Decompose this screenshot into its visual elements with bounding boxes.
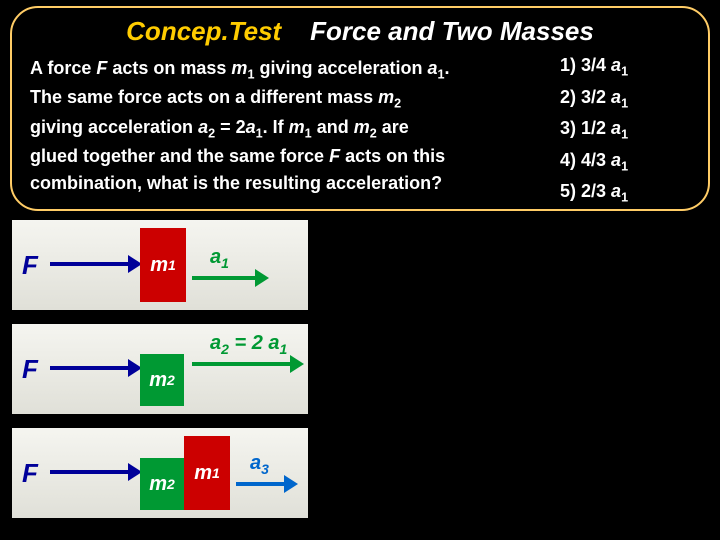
mass-m2-box: m2	[140, 354, 184, 406]
answer-2: 2) 3/2 a1	[560, 87, 690, 111]
force-arrow-3	[50, 470, 130, 474]
mass-m1-box: m1	[140, 228, 186, 302]
diagram-panel-2: F m2 a2 = 2 a1	[12, 324, 308, 414]
header-box: Concep.Test Force and Two Masses A force…	[10, 6, 710, 211]
title-prefix: Concep.Test	[126, 16, 281, 46]
mass-m2-box-b: m2	[140, 458, 184, 510]
force-arrow-1	[50, 262, 130, 266]
answer-5: 5) 2/3 a1	[560, 181, 690, 205]
force-arrow-2	[50, 366, 130, 370]
title-main: Force and Two Masses	[310, 16, 594, 46]
mass-m1-box-b: m1	[184, 436, 230, 510]
diagram-panel-1: F m1 a1	[12, 220, 308, 310]
answer-4: 4) 4/3 a1	[560, 150, 690, 174]
accel-a1-arrow	[192, 276, 257, 280]
title: Concep.Test Force and Two Masses	[30, 16, 690, 47]
question-text: A force F acts on mass m1 giving acceler…	[30, 55, 560, 213]
answer-3: 3) 1/2 a1	[560, 118, 690, 142]
accel-a3-label: a3	[250, 452, 269, 477]
accel-a2-arrow	[192, 362, 292, 366]
question-area: A force F acts on mass m1 giving acceler…	[30, 55, 690, 213]
force-label-2: F	[22, 354, 38, 385]
force-label-1: F	[22, 250, 38, 281]
force-label-3: F	[22, 458, 38, 489]
accel-a2-label: a2 = 2 a1	[210, 332, 287, 357]
answer-1: 1) 3/4 a1	[560, 55, 690, 79]
accel-a3-arrow	[236, 482, 286, 486]
accel-a1-label: a1	[210, 246, 229, 271]
diagram-panel-3: F m2 m1 a3	[12, 428, 308, 518]
answer-list: 1) 3/4 a1 2) 3/2 a1 3) 1/2 a1 4) 4/3 a1 …	[560, 55, 690, 213]
